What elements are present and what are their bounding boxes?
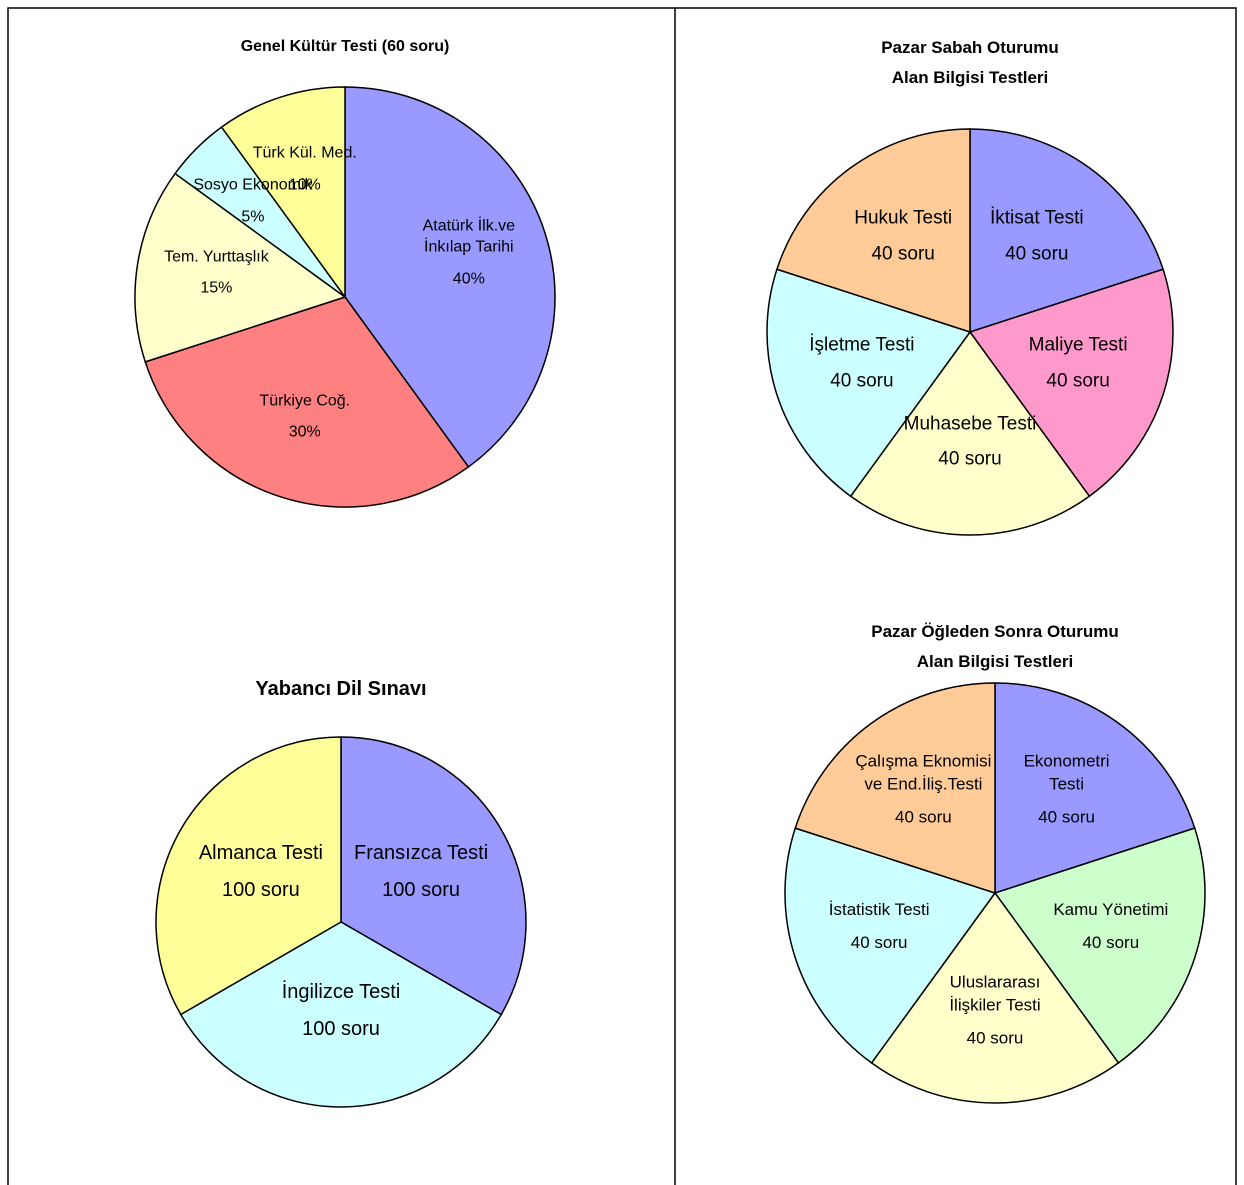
slice-label: Çalışma Eknomisi ve End.İliş.Testi 40 sor… [855,749,991,840]
pie-slice [179,921,503,1108]
pie-slice [969,128,1165,334]
chart-title: Yabancı Dil Sınavı [255,678,427,700]
pie-slice [340,736,527,1016]
slice-label: Türkiye Coğ. 30% [259,388,350,453]
category-label: İngilizce Testi [281,980,401,1003]
slice-label: Kamu Yönetimi 40 soru [1053,897,1168,965]
slice-label: Atatürk İlk.ve İnkılap Tarihi 40% [423,213,515,300]
slice-label: Fransızca Testi 100 soru [354,838,488,914]
slice-label: Maliye Testi 40 soru [1029,330,1128,403]
category-label: İstatistik Testi [828,899,930,919]
slice-label: Tem. Yurttaşlık 15% [164,244,269,309]
category-label: Maliye Testi [1028,334,1128,356]
value-label: 40 soru [1082,932,1140,952]
value-label: 40 soru [1046,370,1110,392]
pie-slice [775,128,971,334]
chart-title: Pazar Sabah Oturumu Alan Bilgisi Testler… [881,38,1059,87]
pie-slice [766,268,972,498]
slice-label: Uluslararası İlişkiler Testi 40 soru [949,969,1040,1060]
category-label: Uluslararası İlişkiler Testi [949,972,1041,1015]
value-label: 40 soru [1038,807,1095,827]
slice-label: İktisat Testi 40 soru [990,203,1084,276]
slice-label: Muhasebe Testi 40 soru [904,409,1037,482]
pie-slice [849,330,1091,536]
category-label: Kamu Yönetimi [1053,899,1169,919]
slice-label: İngilizce Testi 100 soru [282,977,401,1053]
slice-label: Ekonometri Testi 40 soru [1024,749,1110,840]
value-label: 40 soru [895,807,952,827]
value-label: 100 soru [221,878,300,901]
category-label: Ekonometri Testi [1023,752,1110,794]
value-label: 40 soru [830,370,894,392]
pie-slice [794,682,996,895]
value-label: 100 soru [302,1017,380,1040]
category-label: Fransızca Testi [354,841,489,864]
slice-label: Almanca Testi 100 soru [199,838,323,914]
value-label: 40 soru [938,448,1002,470]
category-label: Atatürk İlk.ve İnkılap Tarihi [422,217,516,256]
slice-label: Hukuk Testi 40 soru [854,203,952,276]
value-label: 30% [288,423,321,441]
pie-slice [993,827,1206,1064]
slice-label: Sosyo Ekonomik 5% [193,172,312,237]
category-label: Almanca Testi [198,841,323,864]
value-label: 40 soru [850,932,908,952]
pie-slice [870,891,1120,1104]
pie-slice [144,296,470,508]
slice-label: İstatistik Testi 40 soru [829,897,930,965]
chart-title: Genel Kültür Testi (60 soru) [240,38,450,55]
slice-label: İşletme Testi 40 soru [809,330,914,403]
category-label: Tem. Yurttaşlık [164,248,269,266]
pie-slice [155,736,342,1016]
category-label: Sosyo Ekonomik [193,176,313,194]
value-label: 40 soru [871,243,935,265]
pie-slice [220,86,346,300]
category-label: İktisat Testi [989,207,1084,229]
chart-title: Pazar Öğleden Sonra Oturumu Alan Bilgisi… [871,622,1119,671]
pie-slice [134,172,347,363]
category-label: Hukuk Testi [854,207,953,229]
category-label: Türk Kül. Med. [252,144,357,162]
category-label: Muhasebe Testi [903,413,1037,435]
value-label: 40% [452,270,485,288]
category-label: İşletme Testi [809,334,915,356]
value-label: 5% [241,207,265,225]
value-label: 10% [288,176,321,194]
pie-slice [968,268,1174,498]
pie-slice [344,86,556,468]
pie-slice [784,827,997,1064]
value-label: 40 soru [1005,243,1069,265]
frame [7,7,1237,1185]
category-label: Türkiye Coğ. [259,392,351,410]
value-label: 15% [200,279,233,297]
pie-slice [994,682,1196,895]
slice-label: Türk Kül. Med. 10% [253,141,357,206]
value-label: 40 soru [966,1028,1024,1048]
value-label: 100 soru [382,878,461,901]
category-label: Çalışma Eknomisi ve End.İliş.Testi [855,752,992,794]
